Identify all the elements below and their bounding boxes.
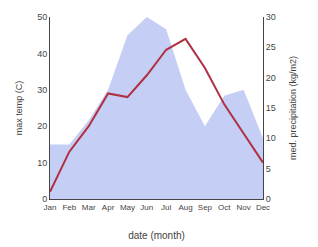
svg-text:25: 25 <box>266 42 276 52</box>
svg-text:date (month): date (month) <box>128 230 185 241</box>
svg-text:10: 10 <box>37 158 47 168</box>
svg-text:Feb: Feb <box>62 203 76 212</box>
svg-text:Nov: Nov <box>237 203 251 212</box>
svg-text:Apr: Apr <box>102 203 115 212</box>
svg-text:40: 40 <box>37 49 47 59</box>
svg-text:Mar: Mar <box>82 203 96 212</box>
svg-text:20: 20 <box>266 73 276 83</box>
svg-text:30: 30 <box>37 85 47 95</box>
svg-text:Sep: Sep <box>198 203 213 212</box>
svg-text:0: 0 <box>42 194 47 204</box>
svg-text:5: 5 <box>266 164 271 174</box>
svg-text:20: 20 <box>37 121 47 131</box>
svg-text:0: 0 <box>266 194 271 204</box>
svg-text:Dec: Dec <box>256 203 270 212</box>
svg-text:15: 15 <box>266 103 276 113</box>
svg-text:Aug: Aug <box>178 203 192 212</box>
svg-text:Oct: Oct <box>218 203 231 212</box>
svg-text:30: 30 <box>266 12 276 22</box>
svg-text:10: 10 <box>266 133 276 143</box>
svg-text:Jul: Jul <box>161 203 171 212</box>
svg-text:max temp (C): max temp (C) <box>14 81 24 136</box>
svg-text:med. precipitation (kg/m2): med. precipitation (kg/m2) <box>288 56 298 160</box>
svg-text:Jun: Jun <box>140 203 153 212</box>
svg-text:Jan: Jan <box>44 203 57 212</box>
svg-text:May: May <box>120 203 135 212</box>
svg-text:50: 50 <box>37 12 47 22</box>
